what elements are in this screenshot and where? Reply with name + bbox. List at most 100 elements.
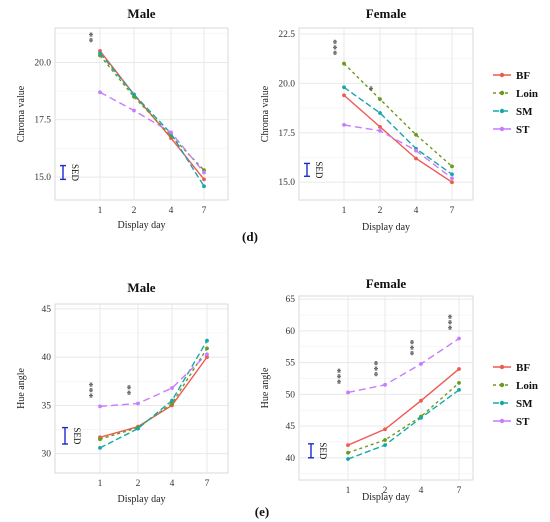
data-point-bf (205, 355, 209, 360)
sed-label: SED (72, 427, 82, 445)
x-tick-label: 2 (136, 479, 141, 489)
series-line-sm (99, 52, 205, 187)
y-axis-label: Hue angle (16, 368, 27, 409)
data-point-sm (378, 111, 382, 115)
data-point-st (132, 108, 136, 113)
panel-label-e: (e) (255, 504, 269, 519)
y-tick-label: 22.5 (278, 30, 295, 40)
y-tick-label: 15.0 (34, 173, 51, 183)
x-axis-label: Display day (362, 222, 410, 233)
data-point-loin (378, 97, 382, 102)
x-tick-label: 7 (450, 206, 455, 216)
data-point-st (98, 404, 102, 409)
legend-label-bf: BF (516, 362, 530, 374)
x-axis-label: Display day (117, 494, 165, 505)
data-point-st (378, 128, 382, 133)
series-line-loin (347, 382, 460, 454)
series-line-bf (343, 94, 453, 183)
series-line-loin (99, 348, 208, 440)
data-point-loin (383, 438, 387, 442)
data-point-st (383, 382, 387, 387)
legend-1: BF Loin SM ST (493, 70, 538, 136)
series-line-st (99, 91, 205, 173)
chart-panel-2: 15.0 17.5 20.0 22.5 1 2 4 7 Female Display day Chr… (260, 6, 474, 233)
legend-marker-st (499, 418, 505, 424)
legend-marker-sm (499, 400, 505, 406)
data-point-sm (132, 92, 136, 97)
y-tick-label: 50 (286, 390, 296, 400)
legend-label-sm: SM (516, 398, 533, 410)
chart-title: Male (127, 6, 155, 21)
legend-marker-sm (499, 108, 505, 114)
legend-label-sm: SM (516, 106, 533, 118)
plot-area (54, 303, 229, 474)
significance-stars: *** (335, 367, 347, 384)
x-tick-label: 2 (383, 486, 388, 496)
x-tick-label: 4 (419, 486, 424, 496)
data-point-sm (136, 426, 140, 431)
legend-marker-loin (499, 90, 505, 96)
data-point-bf (346, 443, 350, 448)
data-point-bf (450, 180, 454, 185)
data-point-sm (419, 415, 423, 420)
y-tick-label: 40 (42, 353, 52, 363)
chart-panel-4: 40 45 50 55 60 65 1 2 4 7 Female Display day Hue ang… (260, 276, 474, 503)
y-tick-label: 20.0 (34, 58, 51, 68)
y-tick-label: 35 (42, 401, 52, 411)
x-tick-label: 4 (170, 479, 175, 489)
chart-panel-1: 15.0 17.5 20.0 1 2 4 7 Male Display day Chroma va… (16, 6, 229, 231)
y-tick-label: 55 (286, 359, 296, 369)
x-tick-label: 7 (457, 486, 462, 496)
data-point-st (414, 148, 418, 153)
data-point-loin (205, 346, 209, 351)
data-point-loin (450, 164, 454, 169)
data-point-st (170, 386, 174, 390)
y-tick-label: 20.0 (278, 79, 295, 89)
series-line-loin (99, 55, 205, 171)
y-tick-label: 15.0 (278, 178, 295, 188)
legend-marker-bf (499, 72, 505, 78)
chart-title: Female (366, 276, 407, 291)
legend-marker-bf (499, 364, 505, 370)
y-axis-label: Hue angle (260, 367, 271, 408)
series-line-loin (343, 63, 453, 167)
data-point-bf (383, 427, 387, 432)
plot-area (298, 295, 474, 481)
data-point-st (419, 361, 423, 366)
data-point-st (205, 352, 209, 357)
legend-marker-loin (499, 382, 505, 388)
y-tick-label: 40 (286, 454, 296, 464)
data-point-sm (205, 338, 209, 343)
y-tick-label: 17.5 (278, 129, 295, 139)
y-axis-label: Chroma value (260, 85, 271, 142)
data-point-sm (98, 445, 102, 450)
x-axis-label: Display day (117, 220, 165, 231)
y-axis-label: Chroma value (16, 85, 27, 142)
x-tick-label: 7 (202, 206, 207, 216)
data-point-sm (202, 184, 206, 189)
legend-label-loin: Loin (516, 88, 538, 100)
data-point-st (98, 90, 102, 95)
chart-title: Female (366, 6, 407, 21)
data-point-loin (170, 401, 174, 406)
data-point-sm (457, 388, 461, 392)
data-point-sm (450, 172, 454, 177)
data-point-st (457, 336, 461, 341)
data-point-sm (342, 85, 346, 90)
x-tick-label: 1 (98, 479, 103, 489)
series-line-st (347, 337, 460, 394)
data-point-st (169, 130, 173, 135)
data-point-bf (419, 398, 423, 403)
legend-label-st: ST (516, 124, 530, 136)
significance-stars: *** (446, 314, 458, 331)
series-line-sm (343, 86, 453, 175)
significance-stars: *** (408, 339, 420, 356)
significance-stars: * (367, 85, 379, 91)
data-point-st (136, 401, 140, 406)
y-tick-label: 45 (286, 422, 296, 432)
data-point-loin (414, 132, 418, 137)
legend-label-loin: Loin (516, 380, 538, 392)
data-point-loin (98, 437, 102, 442)
sed-label: SED (314, 161, 324, 179)
x-axis-label: Display day (362, 492, 410, 503)
